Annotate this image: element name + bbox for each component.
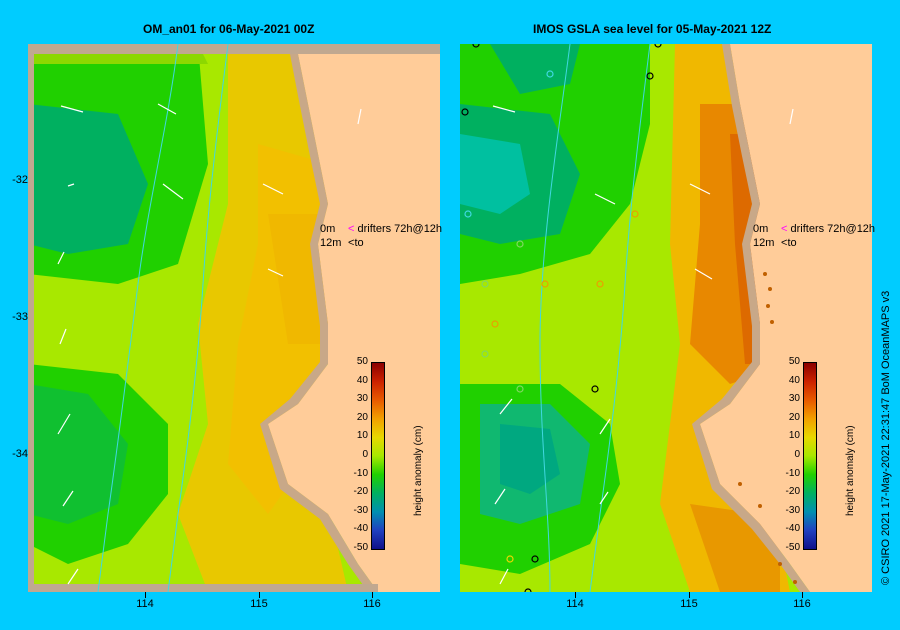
lat-tick-label: -34 — [12, 448, 28, 460]
colorbar-tick-label: -40 — [353, 523, 368, 535]
lat-tick-label: -33 — [12, 311, 28, 323]
colorbar-tick-label: -20 — [785, 486, 800, 498]
colorbar-tick-label: -30 — [353, 504, 368, 516]
colorbar-tick-label: -50 — [353, 542, 368, 553]
lon-tickmark — [802, 592, 803, 598]
colorbar-tick-label: 50 — [788, 356, 800, 367]
lon-tick-label: 116 — [363, 598, 381, 610]
left-map-panel[interactable] — [28, 44, 440, 592]
colorbar-left — [371, 362, 385, 550]
colorbar-tick-label: 40 — [788, 374, 800, 386]
colorbar-tick-label: 20 — [788, 411, 800, 423]
colorbar-tick-label: 0 — [362, 449, 368, 460]
black-arrow-icon: < — [781, 237, 788, 249]
colorbar-tick-label: 40 — [356, 374, 368, 386]
colorbar-tick-label: -10 — [353, 467, 368, 479]
colorbar-tick-label: -10 — [785, 467, 800, 479]
drifter-legend-row2-label: <to — [348, 237, 364, 249]
drifter-legend-row2-depth: 12m — [753, 237, 775, 249]
lon-tickmark — [259, 592, 260, 598]
drifter-legend-row2-label: <to — [781, 237, 797, 249]
lon-tick-label: 115 — [680, 598, 698, 610]
colorbar-tick-label: 20 — [356, 411, 368, 423]
magenta-arrow-icon: < — [348, 223, 355, 235]
colorbar-right — [803, 362, 817, 550]
lon-tick-label: 114 — [136, 598, 154, 610]
lon-tickmark — [372, 592, 373, 598]
colorbar-tick-label: 10 — [788, 430, 800, 442]
drifter-legend-row1-depth: 0m — [753, 223, 769, 235]
colorbar-tick-label: 0 — [794, 449, 800, 460]
colorbar-tick-label: -50 — [785, 542, 800, 553]
colorbar-title: height anomaly (cm) — [845, 425, 856, 516]
lon-tick-label: 115 — [250, 598, 268, 610]
lon-tick-label: 114 — [566, 598, 584, 610]
colorbar-tick-label: 30 — [788, 393, 800, 405]
credit-text: © CSIRO 2021 17-May-2021 22:31:47 BoM Oc… — [880, 290, 892, 585]
colorbar-tick-label: -20 — [353, 486, 368, 498]
drifter-legend-row1-label: < drifters 72h@12h — [781, 223, 876, 235]
drifter-legend-row1-label: < drifters 72h@12h — [348, 223, 443, 235]
black-arrow-icon: < — [348, 237, 355, 249]
lon-tickmark — [145, 592, 146, 598]
colorbar-tick-label: -40 — [785, 523, 800, 535]
colorbar-title: height anomaly (cm) — [413, 425, 424, 516]
lon-tick-label: 116 — [793, 598, 811, 610]
right-panel-title: IMOS GSLA sea level for 05-May-2021 12Z — [533, 22, 772, 36]
colorbar-tick-label: -30 — [785, 504, 800, 516]
left-map-svg — [28, 44, 440, 592]
lon-tickmark — [575, 592, 576, 598]
drifter-legend-row1-depth: 0m — [320, 223, 336, 235]
colorbar-tick-label: 30 — [356, 393, 368, 405]
colorbar-tick-label: 10 — [356, 430, 368, 442]
drifter-legend-row2-depth: 12m — [320, 237, 342, 249]
left-panel-title: OM_an01 for 06-May-2021 00Z — [143, 22, 315, 36]
lon-tickmark — [689, 592, 690, 598]
colorbar-tick-label: 50 — [356, 356, 368, 367]
lat-tick-label: -32 — [12, 174, 28, 186]
magenta-arrow-icon: < — [781, 223, 788, 235]
